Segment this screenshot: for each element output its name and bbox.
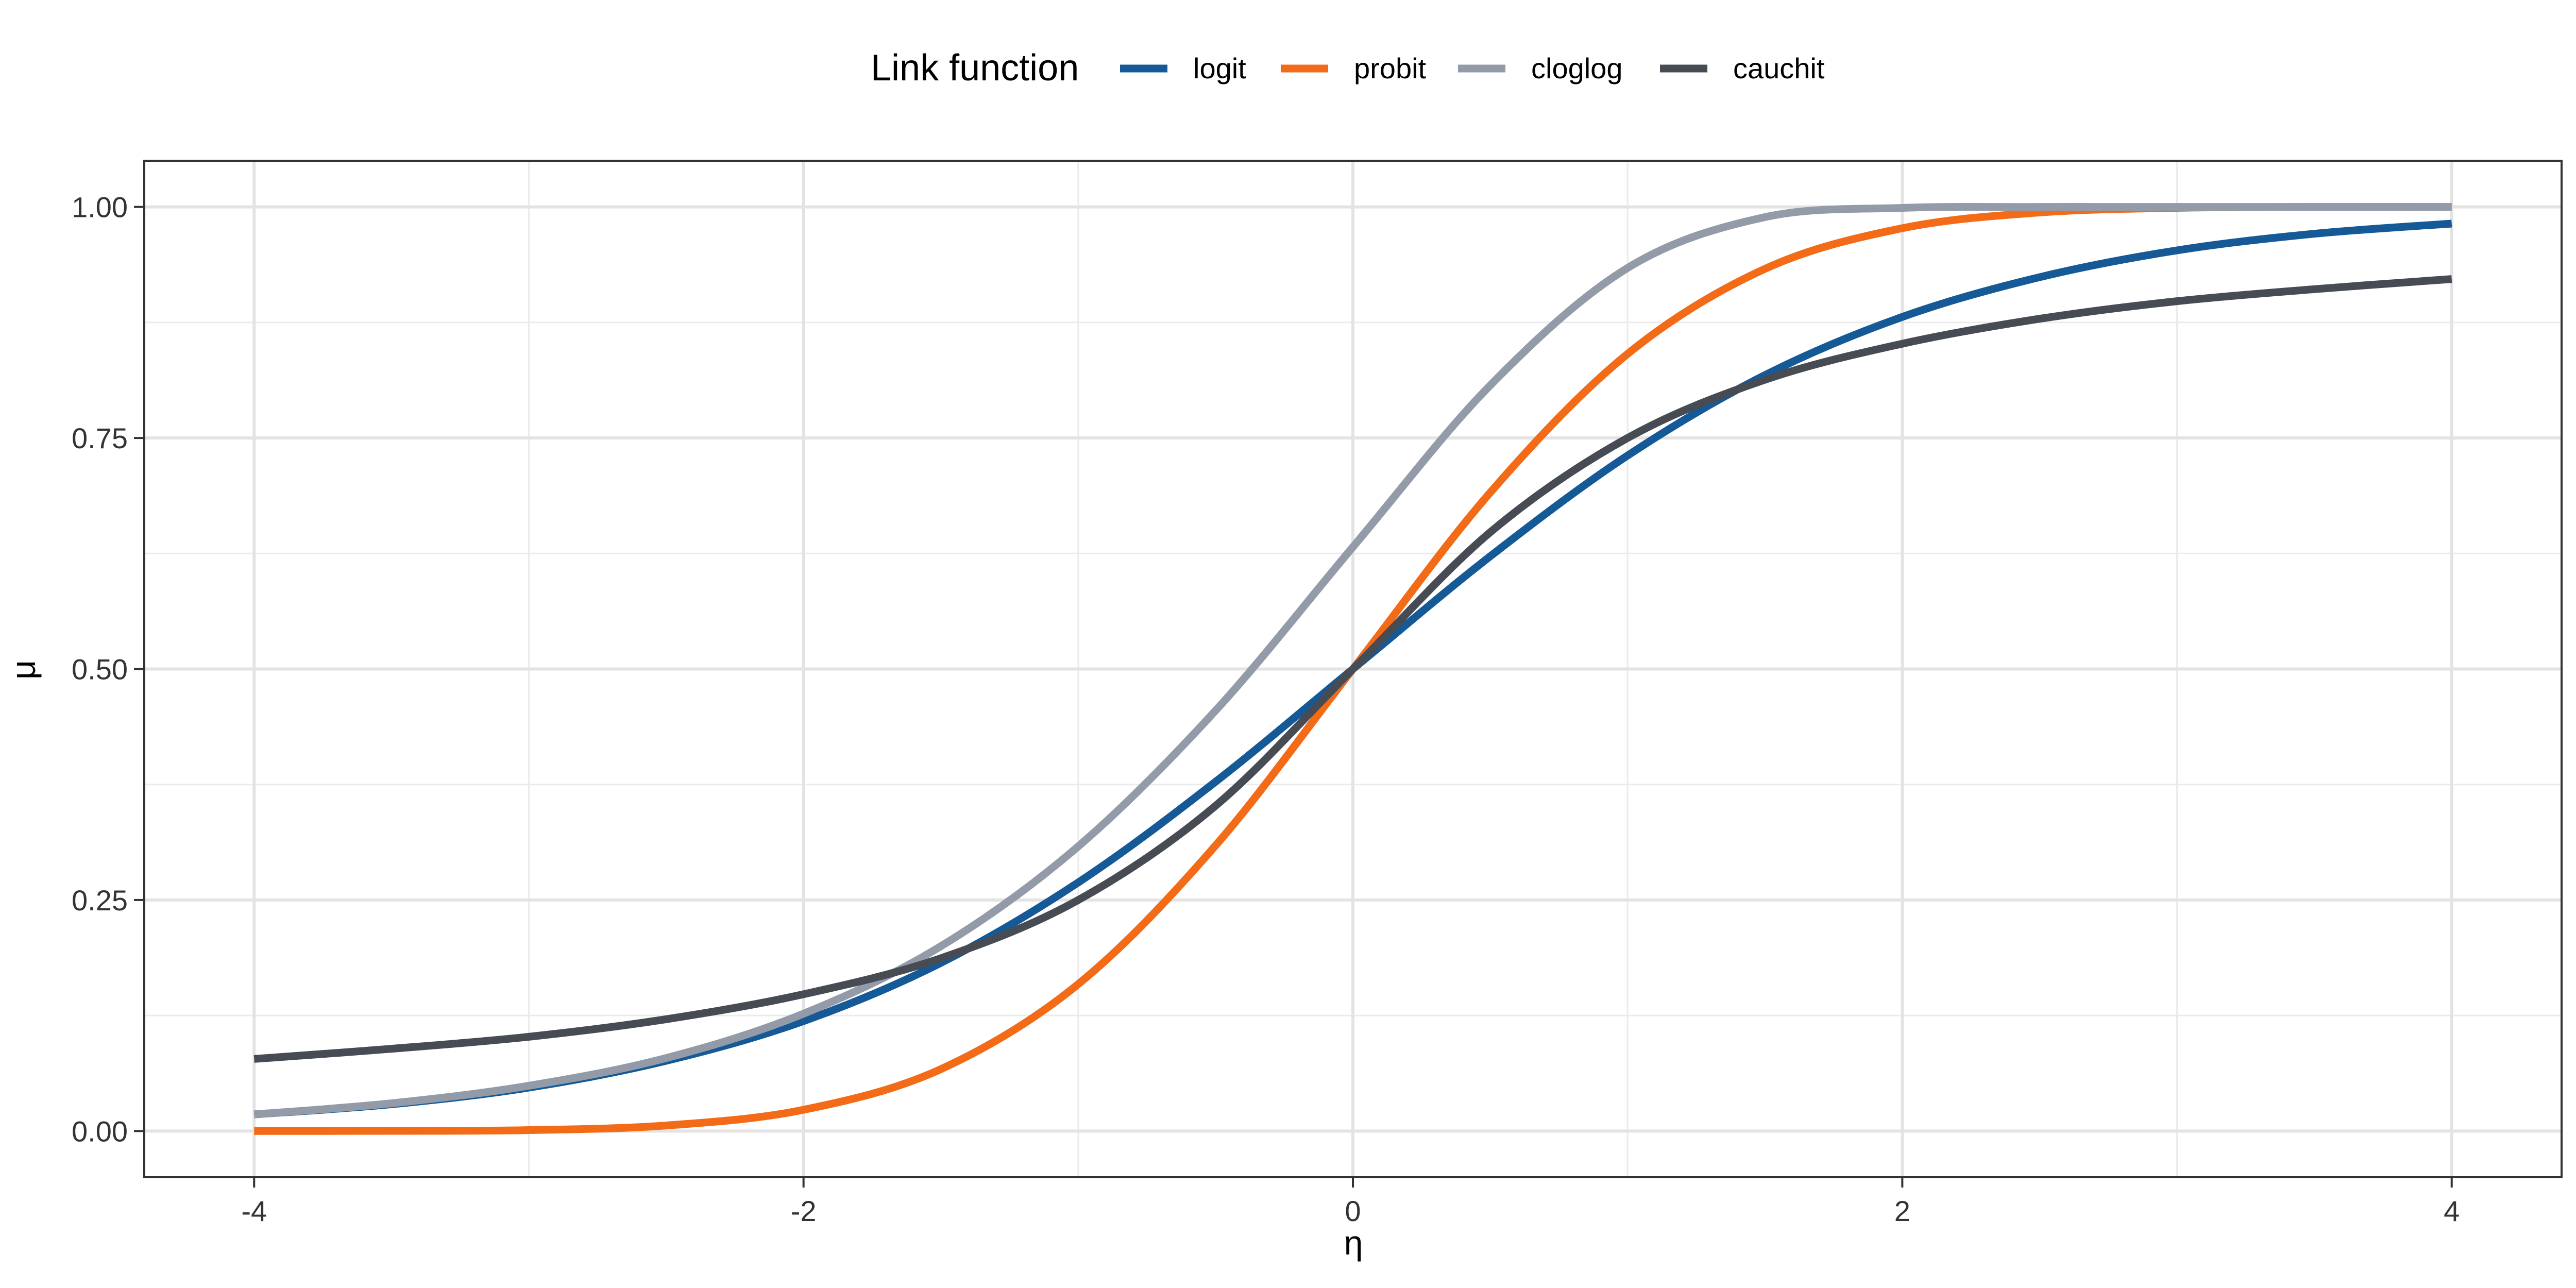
x-tick-label: -2 <box>791 1195 817 1227</box>
x-axis: -4 -2 0 2 4 <box>241 1177 2460 1227</box>
legend-label-logit: logit <box>1193 52 1246 84</box>
legend-label-cloglog: cloglog <box>1531 52 1622 84</box>
y-axis: 0.00 0.25 0.50 0.75 1.00 <box>72 191 144 1147</box>
legend-item-probit: probit <box>1281 52 1427 84</box>
x-tick-label: -4 <box>241 1195 267 1227</box>
x-tick-label: 2 <box>1894 1195 1910 1227</box>
y-tick-label: 0.50 <box>72 653 128 686</box>
y-tick-label: 0.75 <box>72 422 128 454</box>
y-tick-label: 0.00 <box>72 1115 128 1147</box>
legend-item-logit: logit <box>1120 52 1246 84</box>
plot-panel <box>143 160 2563 1178</box>
legend-label-probit: probit <box>1354 52 1427 84</box>
y-tick-label: 0.25 <box>72 884 128 917</box>
series-line-cloglog <box>253 202 2452 1118</box>
legend-item-cauchit: cauchit <box>1660 52 1825 84</box>
x-tick-label: 0 <box>1345 1195 1361 1227</box>
x-tick-label: 4 <box>2444 1195 2460 1227</box>
series-line-cauchit <box>253 275 2452 1063</box>
x-axis-label: η <box>1344 1224 1363 1262</box>
series-lines <box>253 202 2452 1135</box>
legend-title: Link function <box>871 47 1079 89</box>
legend-item-cloglog: cloglog <box>1458 52 1622 84</box>
y-axis-label: μ <box>4 660 42 680</box>
legend-label-cauchit: cauchit <box>1733 52 1825 84</box>
legend: Link function logit probit cloglog cauchit <box>871 47 1825 89</box>
y-tick-label: 1.00 <box>72 191 128 224</box>
